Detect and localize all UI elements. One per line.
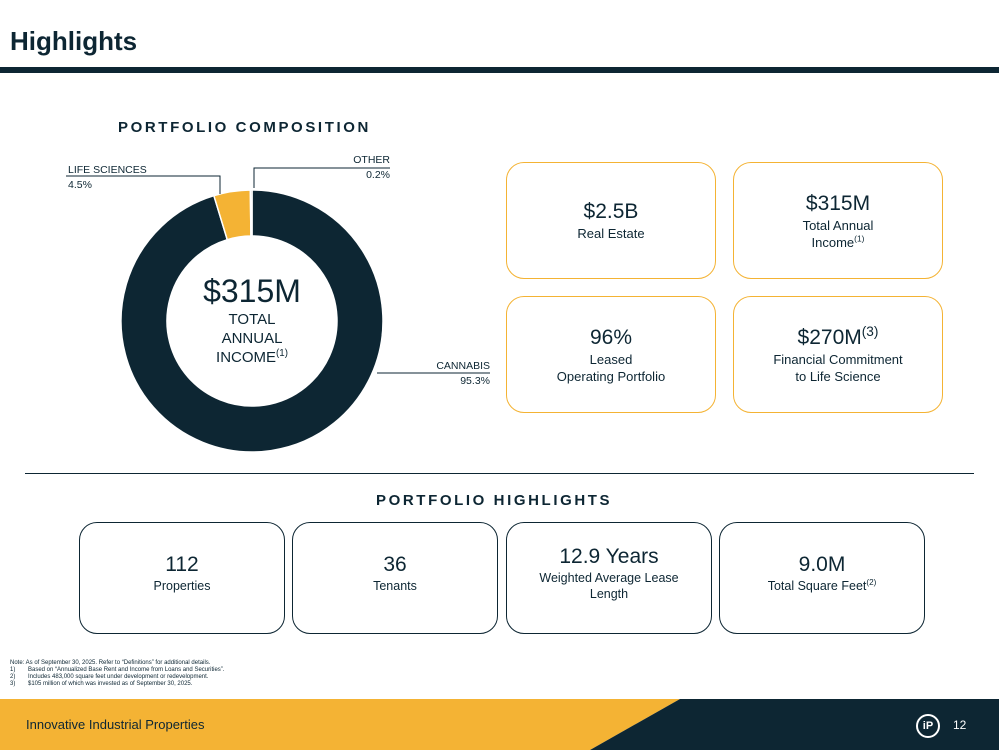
donut-center-label-line: ANNUAL <box>221 330 283 347</box>
footnote-marker: (2) <box>866 577 877 587</box>
note-item: 2) Includes 483,000 square feet under dev… <box>10 674 209 680</box>
footer-band <box>0 699 999 750</box>
segment-percent: 0.2% <box>366 169 390 181</box>
kpi-card-total-annual-income: $315M Total Annual Income(1) <box>733 162 943 279</box>
footnote-marker: (1) <box>854 233 865 244</box>
kpi-label: Leased <box>589 351 633 367</box>
kpi-label: to Life Science <box>795 368 881 384</box>
composition-donut-chart <box>66 167 490 453</box>
highlight-card-properties: 112 Properties <box>79 522 285 634</box>
highlight-card-tenants: 36 Tenants <box>292 522 498 634</box>
footnote-marker: (3) <box>861 323 879 339</box>
kpi-label: Income(1) <box>811 233 865 250</box>
kpi-value: 96% <box>589 325 633 349</box>
segment-label-other: OTHER 0.2% <box>330 153 390 183</box>
highlight-value: 36 <box>383 553 407 576</box>
highlight-label: Weighted Average Lease <box>539 571 679 585</box>
composition-heading: PORTFOLIO COMPOSITION <box>118 119 371 136</box>
footer-brand: Innovative Industrial Properties <box>26 717 205 732</box>
segment-name: CANNABIS <box>436 360 490 372</box>
note-intro: Note: As of September 30, 2025. Refer to… <box>10 660 211 666</box>
segment-percent: 95.3% <box>460 375 490 387</box>
highlight-value: 112 <box>165 553 199 576</box>
page-title: Highlights <box>10 26 138 56</box>
kpi-value: $2.5B <box>583 200 639 223</box>
donut-center-value: $315M <box>203 273 301 309</box>
leader-line-life-sciences <box>66 175 221 194</box>
donut-center-label: TOTAL ANNUAL INCOME(1) <box>172 310 332 367</box>
kpi-value: $270M(3) <box>797 323 879 349</box>
donut-segment-other <box>249 189 253 237</box>
highlight-label: Tenants <box>373 579 417 593</box>
donut-center-label-line: INCOME(1) <box>216 348 288 366</box>
kpi-label: Total Annual <box>802 217 874 233</box>
note-item: 3) $105 million of which was invested as … <box>10 681 193 687</box>
section-divider <box>25 473 974 474</box>
kpi-card-real-estate: $2.5B Real Estate <box>506 162 716 279</box>
segment-name: LIFE SCIENCES <box>68 164 147 176</box>
segment-percent: 4.5% <box>68 179 92 191</box>
highlights-heading: PORTFOLIO HIGHLIGHTS <box>376 492 613 509</box>
segment-label-life-sciences: LIFE SCIENCES 4.5% <box>68 163 147 193</box>
segment-name: OTHER <box>353 154 390 166</box>
kpi-label: Real Estate <box>577 226 645 241</box>
leader-line-other <box>253 167 390 188</box>
highlight-label: Total Square Feet(2) <box>767 577 877 593</box>
company-logo-icon: iP <box>916 714 940 738</box>
footnotes: Note: As of September 30, 2025. Refer to… <box>10 660 224 688</box>
title-rule <box>0 67 999 73</box>
kpi-value: $315M <box>805 191 871 215</box>
donut-segment-cannabis <box>120 189 384 453</box>
footer-navy-band <box>590 699 999 750</box>
kpi-label: Operating Portfolio <box>556 368 666 384</box>
highlight-value: 9.0M <box>798 553 846 576</box>
kpi-card-financial-commitment: $270M(3) Financial Commitment to Life Sc… <box>733 296 943 413</box>
footer-gold-band <box>0 699 680 750</box>
kpi-card-leased: 96% Leased Operating Portfolio <box>506 296 716 413</box>
highlight-value: 12.9 Years <box>559 545 659 568</box>
kpi-label: Financial Commitment <box>773 351 903 367</box>
note-item: 1) Based on “Annualized Base Rent and Inc… <box>10 667 225 673</box>
donut-center: $315M TOTAL ANNUAL INCOME(1) <box>172 272 332 367</box>
highlight-label: Length <box>589 587 629 601</box>
segment-label-cannabis: CANNABIS 95.3% <box>420 359 490 389</box>
footnote-marker: (1) <box>276 348 288 359</box>
donut-center-label-line: TOTAL <box>228 311 276 328</box>
highlight-card-square-feet: 9.0M Total Square Feet(2) <box>719 522 925 634</box>
highlight-card-lease-length: 12.9 Years Weighted Average Lease Length <box>506 522 712 634</box>
page-number: 12 <box>953 718 967 732</box>
highlight-label: Properties <box>153 579 211 593</box>
